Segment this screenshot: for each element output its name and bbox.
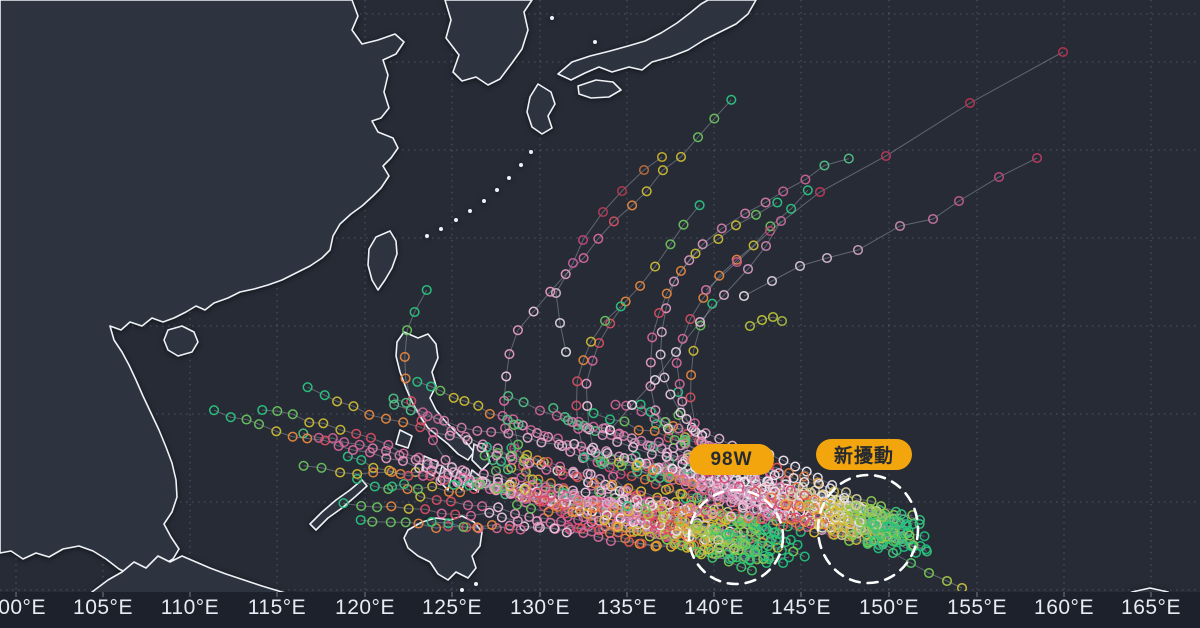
- storm-track-green-se-tail: [868, 535, 968, 591]
- ensemble-track-layer: [208, 46, 1069, 591]
- axis-tick-marks: [15, 592, 1152, 597]
- storm-track-ne-long-1: [700, 46, 1069, 296]
- storm-track-ne-long-2: [738, 152, 1043, 302]
- longitude-axis-bar: [0, 592, 1200, 628]
- landmass-kyushu: [526, 83, 556, 135]
- landmass-honshu: [557, 0, 757, 81]
- landmass-shikoku: [577, 79, 622, 99]
- badge-98w: 98W: [689, 444, 774, 475]
- badge-new-disturbance: 新擾動: [816, 439, 912, 470]
- genesis-area-circle: [687, 488, 785, 586]
- storm-track-recurve-mid: [550, 151, 668, 358]
- genesis-circle-layer: [687, 473, 920, 586]
- landmass-korea: [444, 0, 533, 86]
- island-mindanao: [403, 515, 483, 581]
- island-hainan: [163, 325, 199, 357]
- storm-track-pale-ne: [604, 215, 787, 436]
- island-taiwan: [367, 230, 398, 291]
- island-palawan: [309, 479, 368, 531]
- island-mindoro: [395, 429, 413, 449]
- storm-track-olive-mini: [744, 311, 788, 332]
- genesis-area-circle: [816, 473, 920, 585]
